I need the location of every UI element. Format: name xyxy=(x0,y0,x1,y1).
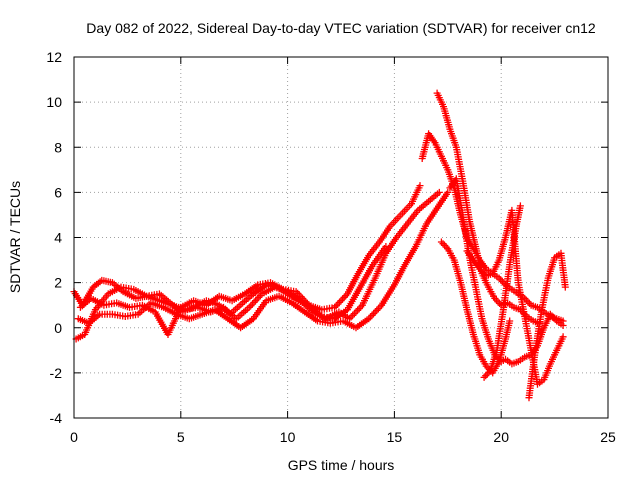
y-tick-label: 2 xyxy=(54,275,62,291)
axis-ticks: 0 5 10 15 20 25 -4 -2 0 2 4 6 8 10 12 xyxy=(46,49,616,445)
data-marker-trace xyxy=(437,238,514,377)
series-track-6 xyxy=(433,89,544,327)
y-tick-label: 10 xyxy=(46,94,62,110)
data-marker-trace xyxy=(70,182,424,318)
x-tick-label: 5 xyxy=(177,429,185,445)
data-marker-trace xyxy=(525,249,569,402)
x-tick-label: 10 xyxy=(280,429,296,445)
x-tick-label: 0 xyxy=(70,429,78,445)
series-track-8 xyxy=(437,238,514,377)
series-track-11 xyxy=(525,249,569,402)
y-tick-label: 4 xyxy=(54,230,62,246)
series-track-10 xyxy=(480,202,524,381)
x-tick-label: 20 xyxy=(493,429,509,445)
chart-title: Day 082 of 2022, Sidereal Day-to-day VTE… xyxy=(86,20,596,36)
x-tick-label: 25 xyxy=(600,429,616,445)
y-tick-label: 6 xyxy=(54,184,62,200)
y-tick-label: -2 xyxy=(50,365,63,381)
y-tick-label: -4 xyxy=(50,410,63,426)
y-tick-label: 8 xyxy=(54,139,62,155)
x-axis-label: GPS time / hours xyxy=(288,457,395,473)
grid-lines xyxy=(74,57,608,418)
series-track-1 xyxy=(70,182,424,318)
data-marker-trace xyxy=(76,243,390,338)
data-marker-trace xyxy=(480,202,524,381)
y-tick-label: 0 xyxy=(54,320,62,336)
y-axis-label: SDTVAR / TECUs xyxy=(7,181,23,293)
series-track-4 xyxy=(76,243,390,338)
data-points xyxy=(70,89,569,402)
x-tick-label: 15 xyxy=(387,429,403,445)
y-tick-label: 12 xyxy=(46,49,62,65)
data-marker-trace xyxy=(433,89,544,327)
